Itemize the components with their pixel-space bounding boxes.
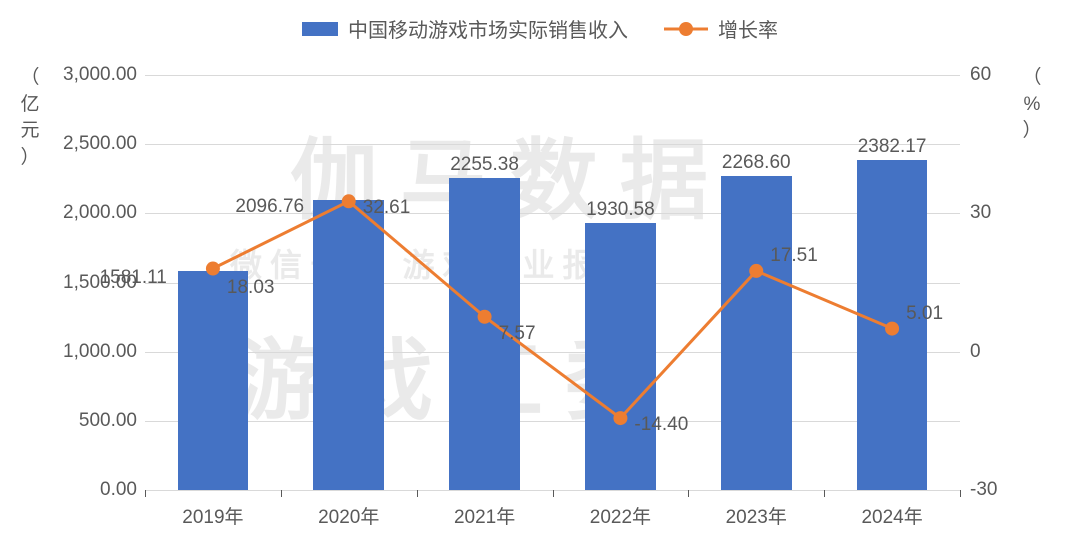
- bar-value-label: 2255.38: [450, 154, 519, 176]
- x-tick: [417, 490, 418, 497]
- line-value-label: -14.40: [634, 414, 688, 436]
- y-right-label: -30: [970, 479, 997, 501]
- x-label: 2023年: [726, 502, 787, 529]
- chart-root: 伽马数据微信号 · 游戏产业报告游戏工委中国移动游戏市场实际销售收入增长率（亿元…: [0, 0, 1080, 549]
- line-marker: [613, 411, 627, 425]
- y-left-label: 2,500.00: [45, 133, 137, 155]
- bar-value-label: 2382.17: [858, 136, 927, 158]
- bar-value-label: 1581.11: [100, 267, 167, 289]
- growth-line: [213, 201, 892, 418]
- y-left-label: 1,000.00: [45, 341, 137, 363]
- y-right-label: 30: [970, 202, 991, 224]
- legend-swatch-bar: [302, 22, 338, 36]
- x-label: 2020年: [318, 502, 379, 529]
- line-marker: [206, 262, 220, 276]
- y-left-label: 500.00: [45, 410, 137, 432]
- bar-value-label: 2268.60: [722, 152, 791, 174]
- line-value-label: 17.51: [770, 245, 818, 267]
- line-value-label: 7.57: [499, 323, 536, 345]
- y-right-label: 60: [970, 64, 991, 86]
- y-left-label: 3,000.00: [45, 64, 137, 86]
- x-tick: [960, 490, 961, 497]
- x-tick: [688, 490, 689, 497]
- x-tick: [281, 490, 282, 497]
- line-marker: [342, 194, 356, 208]
- legend-label: 增长率: [718, 14, 778, 43]
- x-label: 2022年: [590, 502, 651, 529]
- legend-item-1: 增长率: [664, 14, 778, 43]
- left-axis-unit: （亿元）: [18, 65, 42, 171]
- y-left-label: 2,000.00: [45, 202, 137, 224]
- y-right-label: 0: [970, 341, 981, 363]
- bar-value-label: 1930.58: [586, 199, 655, 221]
- x-label: 2021年: [454, 502, 515, 529]
- x-tick: [824, 490, 825, 497]
- line-marker: [478, 310, 492, 324]
- x-tick: [553, 490, 554, 497]
- legend-swatch-line: [664, 22, 708, 36]
- x-label: 2024年: [861, 502, 922, 529]
- line-value-label: 18.03: [227, 277, 275, 299]
- line-value-label: 5.01: [906, 303, 943, 325]
- right-axis-unit: （%）: [1020, 65, 1044, 145]
- x-tick: [145, 490, 146, 497]
- y-left-label: 0.00: [45, 479, 137, 501]
- line-marker: [885, 322, 899, 336]
- line-marker: [749, 264, 763, 278]
- legend: 中国移动游戏市场实际销售收入 增长率: [0, 14, 1080, 43]
- legend-item-0: 中国移动游戏市场实际销售收入: [302, 14, 628, 43]
- line-value-label: 32.61: [363, 197, 411, 219]
- legend-label: 中国移动游戏市场实际销售收入: [348, 14, 628, 43]
- x-label: 2019年: [182, 502, 243, 529]
- bar-value-label: 2096.76: [235, 196, 304, 218]
